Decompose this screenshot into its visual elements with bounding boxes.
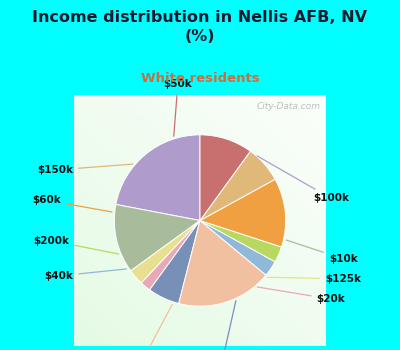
Text: $20k: $20k xyxy=(257,287,346,304)
Text: $100k: $100k xyxy=(257,156,349,203)
Wedge shape xyxy=(150,220,200,303)
Wedge shape xyxy=(114,204,200,271)
Wedge shape xyxy=(141,220,200,290)
Text: $75k: $75k xyxy=(130,304,172,350)
Text: Income distribution in Nellis AFB, NV
(%): Income distribution in Nellis AFB, NV (%… xyxy=(32,10,368,44)
Text: $10k: $10k xyxy=(286,240,358,264)
Wedge shape xyxy=(116,135,200,220)
Text: $50k: $50k xyxy=(164,79,192,136)
Text: $60k: $60k xyxy=(32,195,112,212)
Text: $30k: $30k xyxy=(208,301,236,350)
Text: City-Data.com: City-Data.com xyxy=(257,102,321,111)
Wedge shape xyxy=(200,151,275,220)
Wedge shape xyxy=(200,220,282,262)
Wedge shape xyxy=(200,179,286,247)
Wedge shape xyxy=(131,220,200,283)
Text: $40k: $40k xyxy=(44,269,126,281)
Text: White residents: White residents xyxy=(141,72,259,85)
Text: $150k: $150k xyxy=(37,164,133,175)
Wedge shape xyxy=(200,220,275,275)
Wedge shape xyxy=(179,220,266,306)
Text: $125k: $125k xyxy=(267,274,361,284)
Wedge shape xyxy=(200,135,250,220)
Text: $200k: $200k xyxy=(33,236,119,254)
